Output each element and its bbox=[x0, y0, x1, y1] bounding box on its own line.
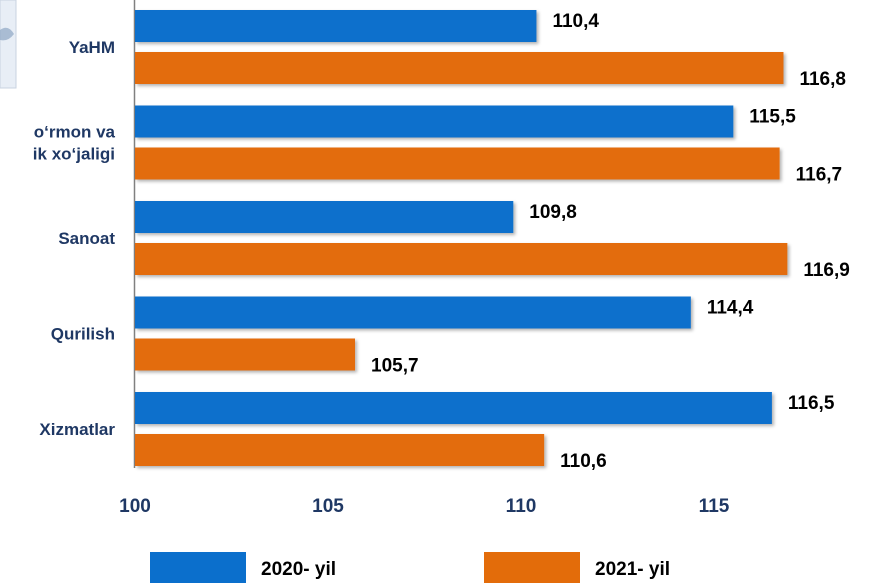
bars bbox=[135, 10, 788, 466]
category-label-sanoat: Sanoat bbox=[58, 229, 115, 248]
data-label-2021-yil-sanoat: 116,9 bbox=[803, 260, 850, 281]
bar-2020-yil-qishloq-o-rmon-va-baliqchilik-xo-jaligi bbox=[135, 105, 734, 138]
bar-2020-yil-xizmatlar bbox=[135, 392, 772, 424]
bar-2020-yil-sanoat bbox=[135, 201, 514, 233]
bar-2021-yil-yahm bbox=[135, 52, 784, 84]
category-label-xizmatlar: Xizmatlar bbox=[39, 420, 115, 439]
legend-swatch-2021-yil bbox=[484, 552, 580, 583]
category-labels: YaHM o‘rmon va ik xo‘jaligi Sanoat Qurilish X… bbox=[33, 38, 116, 439]
x-tick-label-105: 105 bbox=[312, 496, 344, 517]
data-label-2021-yil-xizmatlar: 110,6 bbox=[560, 451, 607, 472]
data-label-2020-yil-xizmatlar: 116,5 bbox=[788, 393, 835, 414]
x-axis-ticks: 100 105 110 115 bbox=[119, 496, 730, 517]
data-label-2020-yil-qishloq-o-rmon-va-baliqchilik-xo-jaligi: 115,5 bbox=[749, 107, 796, 128]
data-label-2021-yil-qurilish: 105,7 bbox=[371, 356, 419, 377]
data-label-2020-yil-sanoat: 109,8 bbox=[529, 202, 577, 223]
data-label-2021-yil-qishloq-o-rmon-va-baliqchilik-xo-jaligi: 116,7 bbox=[796, 165, 843, 186]
x-tick-label-100: 100 bbox=[119, 496, 151, 517]
legend: 2020- yil 2021- yil bbox=[150, 552, 670, 583]
category-label-qishloq-o-rmon-va-baliqchilik-xo-jaligi: o‘rmon va ik xo‘jaligi bbox=[33, 123, 116, 164]
x-tick-label-110: 110 bbox=[506, 496, 537, 517]
bar-2021-yil-sanoat bbox=[135, 243, 788, 275]
legend-swatch-2020-yil bbox=[150, 552, 246, 583]
x-tick-label-115: 115 bbox=[699, 496, 730, 517]
bar-2021-yil-qishloq-o-rmon-va-baliqchilik-xo-jaligi bbox=[135, 147, 780, 180]
data-label-2020-yil-yahm: 110,4 bbox=[552, 11, 599, 32]
bar-2020-yil-yahm bbox=[135, 10, 537, 42]
bar-2020-yil-qurilish bbox=[135, 296, 691, 329]
bar-2021-yil-qurilish bbox=[135, 338, 356, 371]
data-label-2021-yil-yahm: 116,8 bbox=[799, 69, 846, 90]
logo-image bbox=[0, 0, 17, 89]
category-label-yahm: YaHM bbox=[69, 38, 115, 57]
bar-2021-yil-xizmatlar bbox=[135, 434, 545, 466]
legend-label-2020-yil: 2020- yil bbox=[261, 559, 336, 580]
category-label-qurilish: Qurilish bbox=[51, 325, 115, 344]
legend-label-2021-yil: 2021- yil bbox=[595, 559, 670, 580]
data-label-2020-yil-qurilish: 114,4 bbox=[707, 298, 754, 319]
